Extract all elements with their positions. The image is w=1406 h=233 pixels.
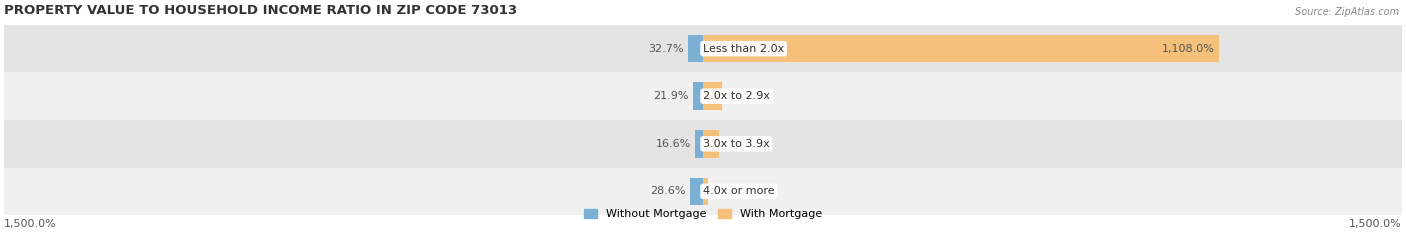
Bar [4,72,1402,120]
Bar [690,178,703,205]
Text: 1,500.0%: 1,500.0% [4,219,56,229]
Text: 4.0x or more: 4.0x or more [703,186,775,196]
Text: 35.0%: 35.0% [723,139,758,149]
Text: 1,500.0%: 1,500.0% [1350,219,1402,229]
Bar [703,130,720,158]
Bar [4,120,1402,168]
Text: 28.6%: 28.6% [651,186,686,196]
Text: 3.0x to 3.9x: 3.0x to 3.9x [703,139,769,149]
Text: 1,108.0%: 1,108.0% [1161,44,1215,54]
Bar [693,82,703,110]
Text: 11.3%: 11.3% [711,186,747,196]
Text: 32.7%: 32.7% [648,44,685,54]
Bar [703,82,721,110]
Text: 40.7%: 40.7% [725,91,761,101]
Text: Less than 2.0x: Less than 2.0x [703,44,785,54]
Text: Source: ZipAtlas.com: Source: ZipAtlas.com [1295,7,1399,17]
Bar [695,130,703,158]
Text: 2.0x to 2.9x: 2.0x to 2.9x [703,91,770,101]
Bar [703,178,709,205]
Text: 16.6%: 16.6% [657,139,692,149]
Bar [703,35,1219,62]
Text: PROPERTY VALUE TO HOUSEHOLD INCOME RATIO IN ZIP CODE 73013: PROPERTY VALUE TO HOUSEHOLD INCOME RATIO… [4,4,517,17]
Legend: Without Mortgage, With Mortgage: Without Mortgage, With Mortgage [579,204,827,224]
Bar [4,168,1402,215]
Text: 21.9%: 21.9% [654,91,689,101]
Bar [688,35,703,62]
Bar [4,25,1402,72]
